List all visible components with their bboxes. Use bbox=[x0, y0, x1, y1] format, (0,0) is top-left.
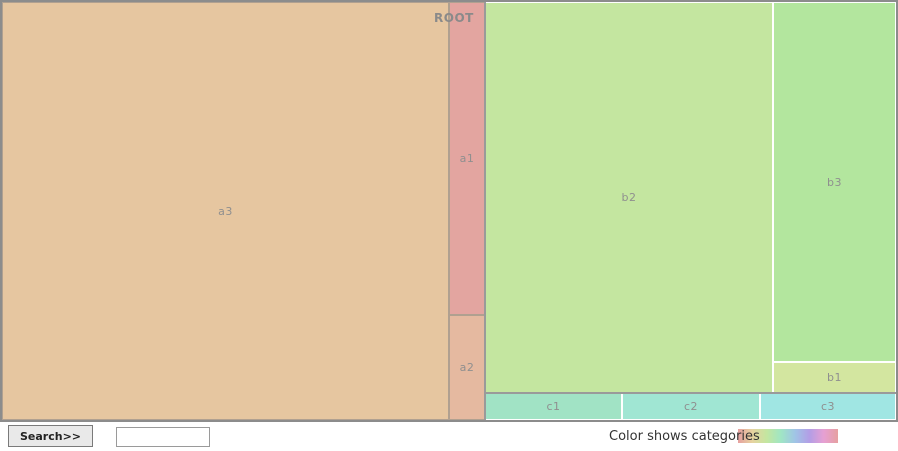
root-label: ROOT bbox=[434, 11, 474, 25]
treemap-cell-b3[interactable]: b3 bbox=[773, 2, 896, 362]
search-button[interactable]: Search>> bbox=[8, 425, 93, 447]
treemap-cell-label: c1 bbox=[546, 400, 561, 413]
treemap: a3 a1 a2 b2 b3 b1 c1 c2 c3 ROOT bbox=[0, 0, 898, 422]
treemap-cell-b2[interactable]: b2 bbox=[485, 2, 773, 393]
treemap-cell-label: b1 bbox=[827, 371, 842, 384]
treemap-cell-label: c3 bbox=[820, 400, 836, 413]
legend-label: Color shows categories bbox=[609, 429, 760, 444]
treemap-cell-c3[interactable]: c3 bbox=[760, 393, 896, 420]
treemap-cell-label: a1 bbox=[459, 152, 475, 165]
treemap-cell-c1[interactable]: c1 bbox=[485, 393, 622, 420]
group-separator bbox=[484, 2, 486, 420]
treemap-cell-a1[interactable]: a1 bbox=[449, 2, 485, 315]
treemap-cell-b1[interactable]: b1 bbox=[773, 362, 896, 393]
treemap-cell-a2[interactable]: a2 bbox=[449, 315, 485, 420]
treemap-cell-label: c2 bbox=[683, 400, 699, 413]
legend-color-bar bbox=[738, 429, 838, 443]
treemap-cell-label: a2 bbox=[459, 361, 475, 374]
treemap-cell-c2[interactable]: c2 bbox=[622, 393, 760, 420]
search-input[interactable] bbox=[116, 427, 210, 447]
treemap-cell-label: a3 bbox=[218, 204, 233, 218]
treemap-cell-a3[interactable]: a3 bbox=[2, 2, 449, 420]
treemap-cell-label: b3 bbox=[827, 175, 842, 189]
treemap-cell-label: b2 bbox=[621, 191, 637, 204]
group-separator bbox=[485, 392, 896, 394]
